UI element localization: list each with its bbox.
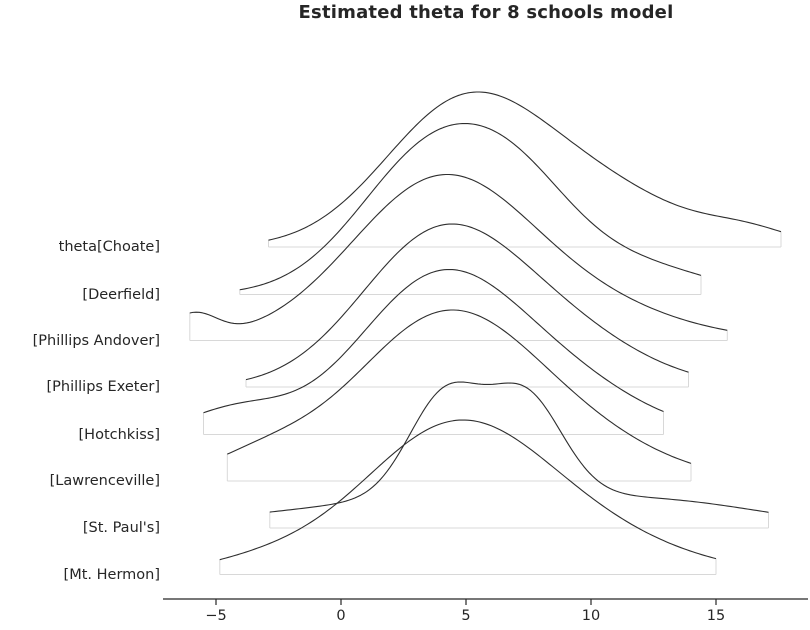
figure-title: Estimated theta for 8 schools model	[298, 2, 674, 23]
row-label-mt-hermon: [Mt. Hermon]	[63, 566, 160, 583]
kde-curve-7	[219, 419, 717, 561]
x-tick-label-5: 5	[461, 608, 471, 624]
row-label-lawrenceville: [Lawrenceville]	[49, 473, 160, 489]
x-tick-label-10: 10	[581, 608, 601, 624]
x-tick-label-15: 15	[706, 608, 726, 624]
kde-curve-4	[203, 268, 664, 414]
row-label-phillips-andover: [Phillips Andover]	[32, 332, 160, 349]
kde-curve-2	[189, 173, 728, 331]
kde-curve-3	[245, 223, 689, 381]
kde-curve-5	[227, 309, 692, 464]
kde-curve-6	[269, 381, 769, 513]
x-tick-label-0: 0	[336, 608, 346, 624]
row-label-choate: theta[Choate]	[58, 239, 160, 255]
row-label-phillips-exeter: [Phillips Exeter]	[46, 379, 160, 395]
kde-curve-0	[268, 91, 782, 241]
row-label-deerfield: [Deerfield]	[82, 286, 160, 303]
kde-curve-1	[239, 122, 702, 291]
row-label-st-pauls: [St. Paul's]	[82, 520, 160, 536]
x-tick-label-neg5: −5	[205, 608, 227, 624]
row-label-hotchkiss: [Hotchkiss]	[78, 426, 160, 443]
